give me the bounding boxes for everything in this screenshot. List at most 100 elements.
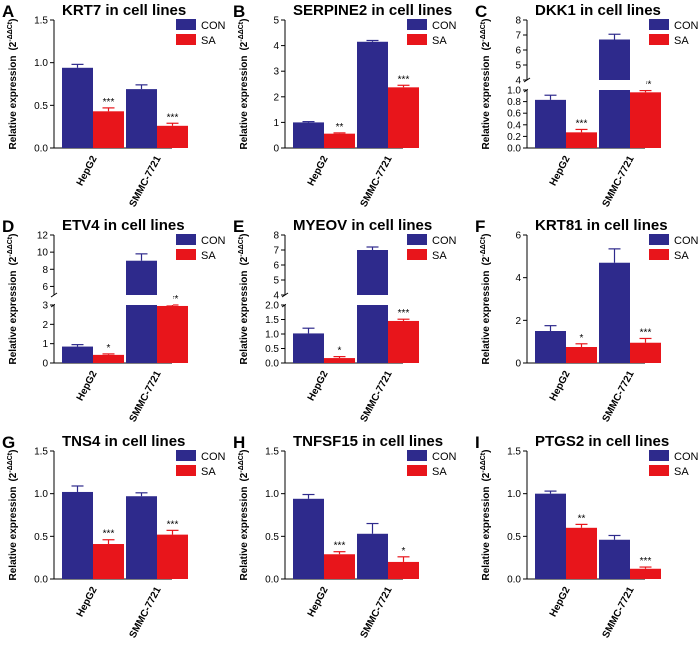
y-tick-label: 0.5	[265, 532, 279, 543]
bar-con-smmc7721	[126, 260, 157, 363]
legend-label-sa: SA	[201, 250, 216, 262]
bar-sa-hepg2	[324, 554, 355, 579]
y-tick-label: 8	[515, 16, 521, 27]
bar-sa-hepg2	[324, 358, 355, 363]
category-label: HepG2	[306, 585, 331, 619]
y-tick-label: 0.5	[34, 532, 48, 543]
y-axis-label-close: )	[239, 450, 250, 453]
bar-con-hepg2	[535, 493, 566, 579]
y-tick-label: 1	[42, 339, 48, 350]
significance-label: ***	[640, 556, 652, 567]
bar-sa-smmc7721	[157, 125, 188, 148]
panel-f: F KRT81 in cell lines CON SA Relative expres…	[475, 217, 699, 424]
panel-letter: C	[475, 2, 487, 21]
significance-label: ***	[167, 519, 179, 530]
panel-letter: I	[475, 433, 480, 452]
y-tick-label: 4	[515, 76, 521, 87]
y-axis-label-close: )	[481, 450, 492, 453]
category-label: SMMC-7721	[128, 154, 164, 209]
bar-con-smmc7721	[357, 533, 388, 579]
significance-label: ***	[576, 118, 588, 129]
y-axis-label-exponent: -ΔΔCt	[238, 236, 245, 256]
category-label: SMMC-7721	[601, 154, 637, 209]
y-axis-label: Relative expression (2-ΔΔCt)	[238, 19, 250, 150]
legend-swatch-sa	[176, 465, 196, 476]
y-axis-label: Relative expression (2-ΔΔCt)	[238, 450, 250, 581]
y-axis-label-text: Relative expression	[8, 487, 19, 581]
significance-label: ***	[640, 327, 652, 338]
panel-letter: G	[2, 433, 15, 452]
significance-label: ***	[103, 97, 115, 108]
panel-c: C DKK1 in cell lines CON SA Relative express…	[475, 2, 699, 209]
bar-con-hepg2	[62, 491, 93, 579]
y-axis-label-formula: (2	[239, 472, 250, 481]
panel-letter: H	[233, 433, 245, 452]
bar-sa-smmc7721	[157, 305, 188, 363]
legend-swatch-con	[649, 234, 669, 245]
y-axis-label: Relative expression (2-ΔΔCt)	[7, 19, 19, 150]
y-tick-label: 1.0	[507, 86, 521, 97]
y-tick-label: 1.0	[265, 489, 279, 500]
y-axis-label-text: Relative expression	[8, 271, 19, 365]
category-label: SMMC-7721	[128, 585, 164, 640]
bar-sa-smmc7721	[630, 342, 661, 363]
y-axis-label-exponent: -ΔΔCt	[480, 236, 487, 256]
y-axis-label: Relative expression (2-ΔΔCt)	[480, 19, 492, 150]
legend-swatch-sa	[407, 465, 427, 476]
y-axis-label-text: Relative expression	[481, 487, 492, 581]
category-label: HepG2	[75, 154, 100, 188]
bar-con-smmc7721	[599, 539, 630, 579]
legend-label-con: CON	[201, 20, 226, 32]
bar-con-hepg2	[535, 99, 566, 148]
y-axis-label-formula: (2	[8, 256, 19, 265]
panel-title: DKK1 in cell lines	[535, 2, 661, 19]
panel-a: A KRT7 in cell lines CON SA Relative express…	[2, 2, 226, 209]
bar-sa-smmc7721	[388, 87, 419, 148]
y-tick-label: 1.5	[507, 447, 521, 458]
category-label: HepG2	[306, 154, 331, 188]
y-axis-label-formula: (2	[239, 41, 250, 50]
panel-letter: D	[2, 217, 14, 236]
y-tick-label: 7	[515, 31, 521, 42]
y-tick-label: 1.0	[507, 489, 521, 500]
category-label: HepG2	[548, 154, 573, 188]
y-tick-label: 2	[515, 316, 521, 327]
legend-label-sa: SA	[432, 35, 447, 47]
y-tick-label: 1.5	[265, 315, 279, 326]
panel-title: SERPINE2 in cell lines	[293, 2, 452, 19]
axis-break-gap	[55, 295, 173, 305]
significance-label: ***	[167, 112, 179, 123]
y-tick-label: 1.5	[34, 447, 48, 458]
y-axis-label-exponent: -ΔΔCt	[7, 452, 14, 472]
category-label: SMMC-7721	[601, 585, 637, 640]
bar-con-smmc7721	[599, 39, 630, 148]
legend-swatch-sa	[407, 34, 427, 45]
bar-con-hepg2	[535, 331, 566, 363]
y-tick-label: 10	[37, 248, 49, 259]
panel-letter: B	[233, 2, 245, 21]
legend-swatch-con	[407, 19, 427, 30]
y-tick-label: 4	[515, 273, 521, 284]
y-tick-label: 4	[273, 291, 279, 302]
bar-sa-hepg2	[566, 347, 597, 363]
y-tick-label: 0	[42, 359, 48, 370]
panel-letter: A	[2, 2, 14, 21]
legend-swatch-con	[407, 450, 427, 461]
bar-con-hepg2	[62, 67, 93, 148]
y-tick-label: 5	[515, 61, 521, 72]
axis-break-gap	[286, 295, 404, 305]
y-axis-label-text: Relative expression	[481, 271, 492, 365]
category-label: SMMC-7721	[359, 585, 395, 640]
legend-label-con: CON	[432, 451, 457, 463]
y-tick-label: 0.4	[507, 120, 521, 131]
legend-label-sa: SA	[432, 466, 447, 478]
category-label: HepG2	[548, 369, 573, 403]
bar-sa-hepg2	[566, 132, 597, 148]
panel-letter: E	[233, 217, 244, 236]
significance-label: *	[402, 546, 406, 557]
legend-swatch-sa	[176, 249, 196, 260]
y-tick-label: 1	[273, 118, 279, 129]
